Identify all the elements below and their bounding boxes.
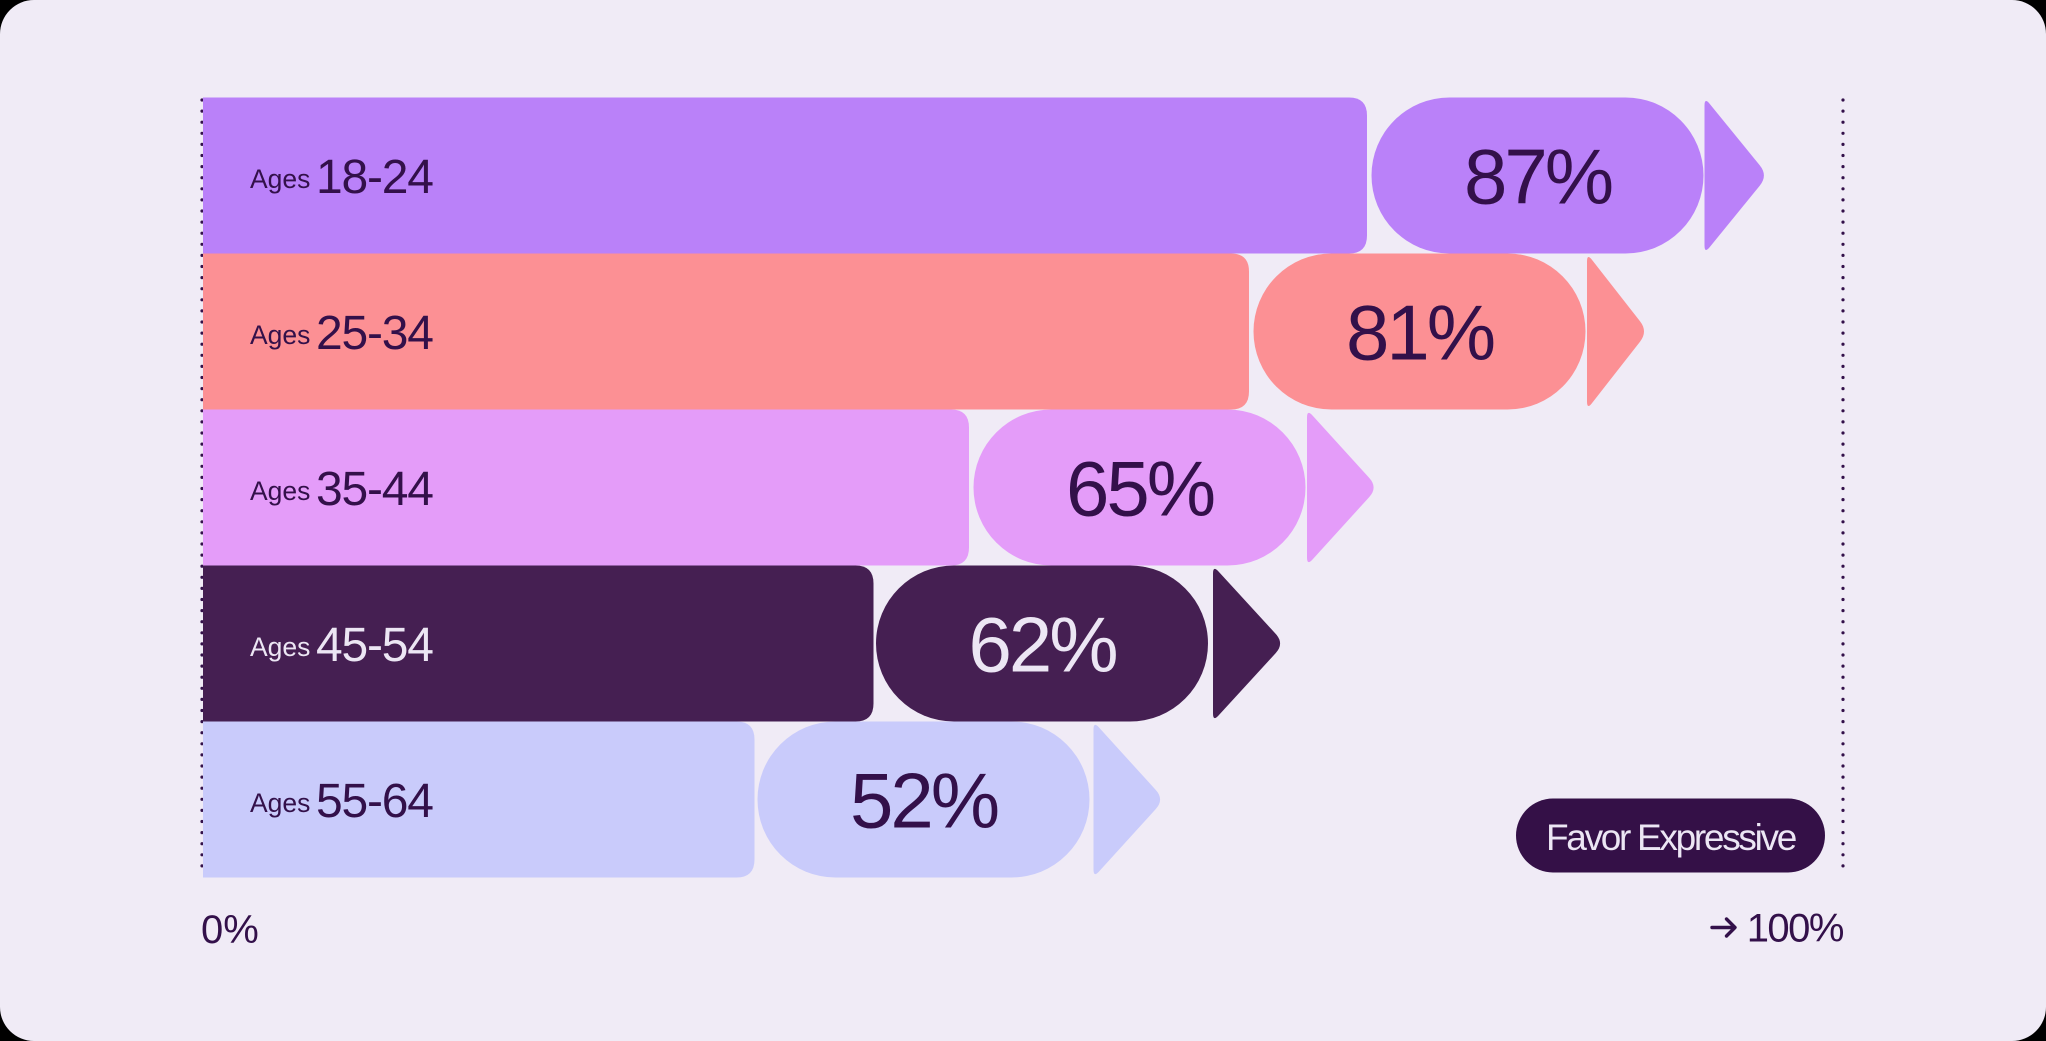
svg-text:35-44: 35-44	[316, 463, 433, 516]
svg-text:65%: 65%	[1066, 445, 1214, 533]
svg-text:55-64: 55-64	[316, 775, 433, 828]
svg-text:52%: 52%	[850, 757, 998, 845]
svg-text:Favor Expressive: Favor Expressive	[1546, 817, 1796, 858]
svg-text:62%: 62%	[968, 601, 1116, 689]
svg-text:Ages: Ages	[250, 476, 310, 506]
svg-text:25-34: 25-34	[316, 307, 433, 360]
svg-text:18-24: 18-24	[316, 151, 433, 204]
svg-text:Ages: Ages	[250, 320, 310, 350]
svg-text:Ages: Ages	[250, 788, 310, 818]
svg-text:100%: 100%	[1747, 907, 1844, 951]
svg-text:45-54: 45-54	[316, 619, 433, 672]
svg-text:Ages: Ages	[250, 164, 310, 194]
svg-text:Ages: Ages	[250, 632, 310, 662]
svg-text:81%: 81%	[1346, 289, 1494, 377]
svg-text:0%: 0%	[201, 908, 259, 952]
svg-text:87%: 87%	[1464, 133, 1612, 221]
